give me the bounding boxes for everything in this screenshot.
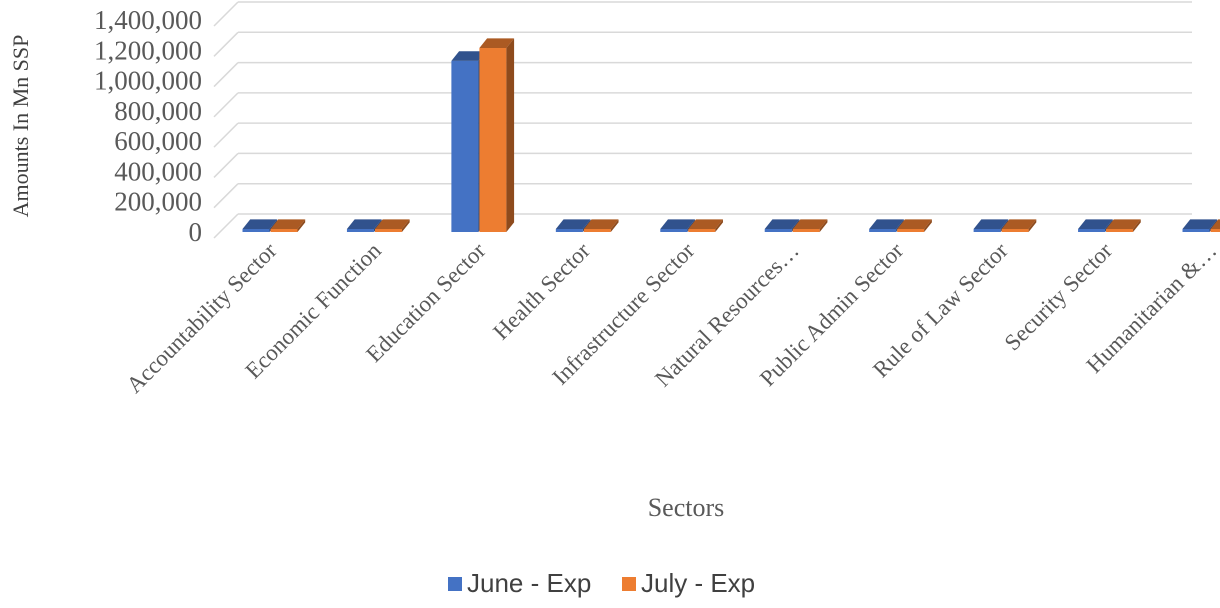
gridline-side — [213, 122, 239, 148]
y-tick-label: 1,400,000 — [94, 5, 202, 35]
gridline-side — [213, 62, 239, 88]
bar-front — [897, 229, 925, 232]
legend: June - Exp July - Exp — [448, 568, 755, 598]
y-tick-label: 200,000 — [114, 187, 202, 217]
bar — [583, 219, 619, 232]
legend-item: July - Exp — [622, 568, 755, 598]
bar — [792, 219, 828, 232]
bar-side — [506, 38, 515, 232]
bars — [242, 38, 1220, 233]
bar-side — [715, 219, 723, 232]
bar-front — [973, 229, 1001, 232]
bar-front — [1106, 229, 1134, 232]
bar-side — [1133, 219, 1141, 232]
bar-front — [1210, 229, 1220, 232]
bar — [1001, 219, 1037, 232]
gridline-side — [213, 183, 239, 209]
bar-top — [1078, 219, 1113, 229]
bar-side — [401, 219, 410, 232]
bar-front — [1078, 229, 1106, 232]
y-tick-label: 1,200,000 — [94, 35, 202, 65]
gridline-side — [213, 213, 239, 239]
bar-front — [1182, 229, 1210, 232]
bar-front — [242, 229, 270, 232]
bar-front — [583, 229, 611, 232]
bar-front — [660, 229, 688, 232]
gridlines — [213, 1, 1192, 239]
legend-label: June - Exp — [467, 568, 591, 598]
x-tick-label: Health Sector — [488, 238, 595, 345]
bar-side — [924, 219, 932, 232]
y-tick-label: 800,000 — [114, 96, 202, 126]
x-tick-label: Security Sector — [1000, 238, 1118, 356]
bar-top — [688, 219, 723, 229]
y-tick-label: 600,000 — [114, 126, 202, 156]
bar-front — [555, 229, 583, 232]
y-tick-label: 1,000,000 — [94, 66, 202, 96]
bar-top — [583, 219, 619, 229]
bar-top — [897, 219, 932, 229]
x-axis-title: Sectors — [648, 493, 725, 522]
y-axis-ticks: 0200,000400,000600,000800,0001,000,0001,… — [94, 5, 202, 247]
bar-top — [346, 219, 382, 229]
bar-top — [479, 38, 515, 49]
bar-top — [764, 219, 800, 229]
bar-top — [792, 219, 828, 229]
bar-top — [660, 219, 695, 229]
bar-front — [688, 229, 716, 232]
bar-top — [869, 219, 904, 229]
bar-top — [1210, 219, 1220, 229]
legend-item: June - Exp — [448, 568, 591, 598]
gridline-side — [213, 1, 239, 27]
bar-top — [555, 219, 591, 229]
bar-top — [374, 219, 410, 229]
bar-side — [819, 219, 828, 232]
bar-front — [270, 229, 298, 232]
y-tick-label: 400,000 — [114, 156, 202, 186]
bar-top — [1106, 219, 1141, 229]
legend-label: July - Exp — [641, 568, 755, 598]
gridline-side — [213, 31, 239, 57]
gridline-side — [213, 152, 239, 178]
bar-side — [610, 219, 619, 232]
bar-front — [1001, 229, 1029, 232]
bar — [897, 219, 932, 232]
bar-top — [270, 219, 306, 229]
bar-front — [869, 229, 897, 232]
bar — [374, 219, 410, 232]
bar — [479, 38, 515, 233]
bar — [1210, 219, 1220, 232]
bar-front — [374, 229, 402, 232]
bar — [688, 219, 723, 232]
y-tick-label: 0 — [189, 217, 203, 247]
bar-front — [451, 60, 479, 233]
legend-swatch — [448, 577, 462, 591]
bar-top — [1001, 219, 1037, 229]
legend-swatch — [622, 577, 636, 591]
bar-top — [242, 219, 278, 229]
bar-top — [973, 219, 1009, 229]
bar — [270, 219, 306, 232]
bar — [1106, 219, 1141, 232]
gridline-side — [213, 92, 239, 118]
bar-front — [346, 229, 374, 232]
bar-side — [297, 219, 306, 232]
bar-front — [792, 229, 820, 232]
bar-top — [451, 51, 487, 61]
y-axis-title: Amounts In Mn SSP — [8, 35, 33, 218]
bar-front — [479, 48, 507, 233]
bar-top — [1182, 219, 1218, 229]
bar-front — [764, 229, 792, 232]
bar-side — [1028, 219, 1037, 232]
